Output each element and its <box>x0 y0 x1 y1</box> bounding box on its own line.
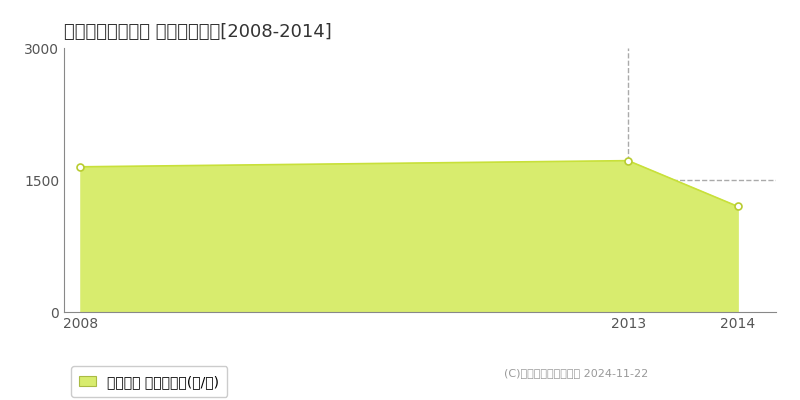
Point <box>731 203 744 210</box>
Text: 雄勝郡羽後町糠塚 農地価格推移[2008-2014]: 雄勝郡羽後町糠塚 農地価格推移[2008-2014] <box>64 23 332 41</box>
Text: (C)土地価格ドットコム 2024-11-22: (C)土地価格ドットコム 2024-11-22 <box>504 368 648 378</box>
Point <box>622 158 634 164</box>
Legend: 農地価格 平均坪単価(円/坪): 農地価格 平均坪単価(円/坪) <box>71 366 227 397</box>
Point <box>74 164 87 170</box>
